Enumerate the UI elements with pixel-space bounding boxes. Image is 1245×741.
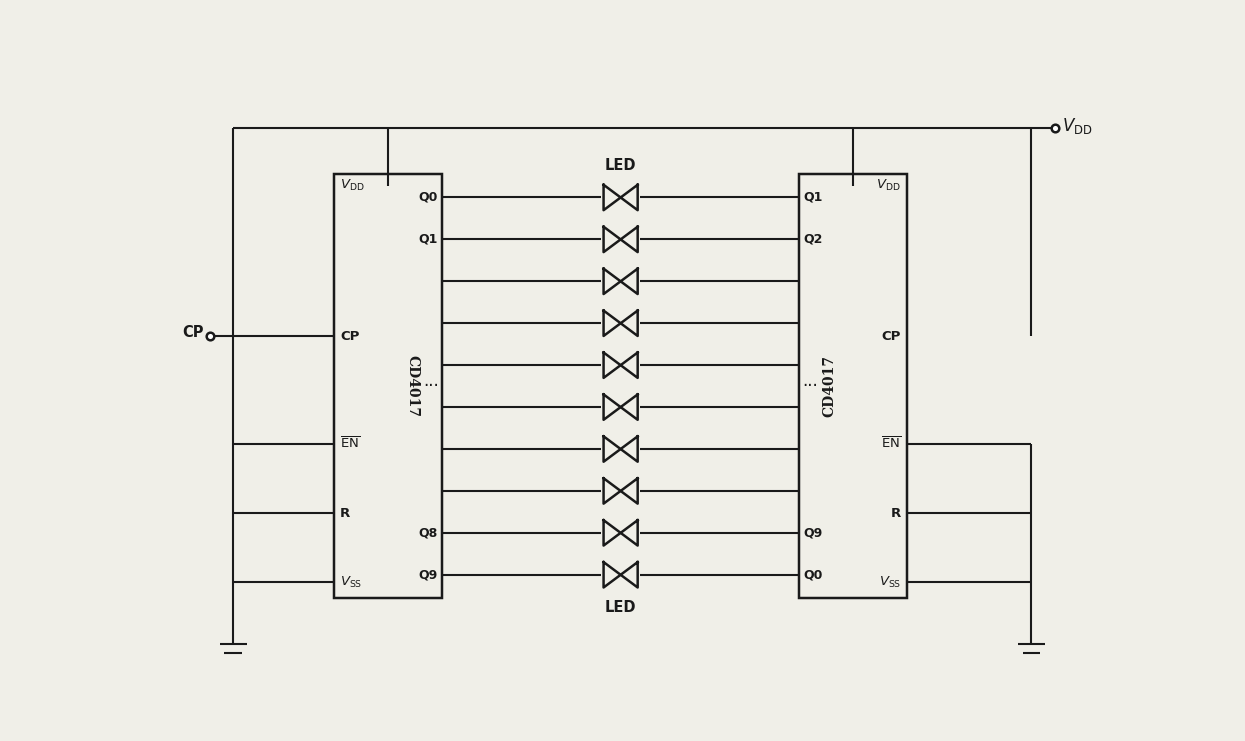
Text: R: R xyxy=(340,507,350,519)
Text: Q8: Q8 xyxy=(418,526,438,539)
Text: CP: CP xyxy=(340,330,360,342)
Text: R: R xyxy=(891,507,901,519)
Text: $V_{\mathrm{DD}}$: $V_{\mathrm{DD}}$ xyxy=(1062,116,1093,136)
Text: Q0: Q0 xyxy=(803,568,823,581)
Text: $V_{\mathrm{DD}}$: $V_{\mathrm{DD}}$ xyxy=(876,179,901,193)
Bar xyxy=(334,174,442,598)
Text: CD4017: CD4017 xyxy=(822,355,837,417)
Text: $\overline{\mathrm{EN}}$: $\overline{\mathrm{EN}}$ xyxy=(881,436,901,451)
Text: $V_{\mathrm{DD}}$: $V_{\mathrm{DD}}$ xyxy=(340,179,365,193)
Text: $\overline{\mathrm{EN}}$: $\overline{\mathrm{EN}}$ xyxy=(340,436,360,451)
Text: LED: LED xyxy=(605,599,636,614)
Text: $V_{\mathrm{SS}}$: $V_{\mathrm{SS}}$ xyxy=(879,575,901,590)
Text: ···: ··· xyxy=(803,377,818,395)
Text: CD4017: CD4017 xyxy=(405,355,420,417)
Text: LED: LED xyxy=(605,158,636,173)
Text: Q0: Q0 xyxy=(418,191,438,204)
Text: Q2: Q2 xyxy=(803,233,823,246)
Text: CP: CP xyxy=(881,330,901,342)
Text: Q9: Q9 xyxy=(803,526,823,539)
Text: Q1: Q1 xyxy=(418,233,438,246)
Bar xyxy=(799,174,908,598)
Text: Q1: Q1 xyxy=(803,191,823,204)
Text: $V_{\mathrm{SS}}$: $V_{\mathrm{SS}}$ xyxy=(340,575,362,590)
Text: ···: ··· xyxy=(423,377,438,395)
Text: CP: CP xyxy=(182,325,204,339)
Text: Q9: Q9 xyxy=(418,568,438,581)
